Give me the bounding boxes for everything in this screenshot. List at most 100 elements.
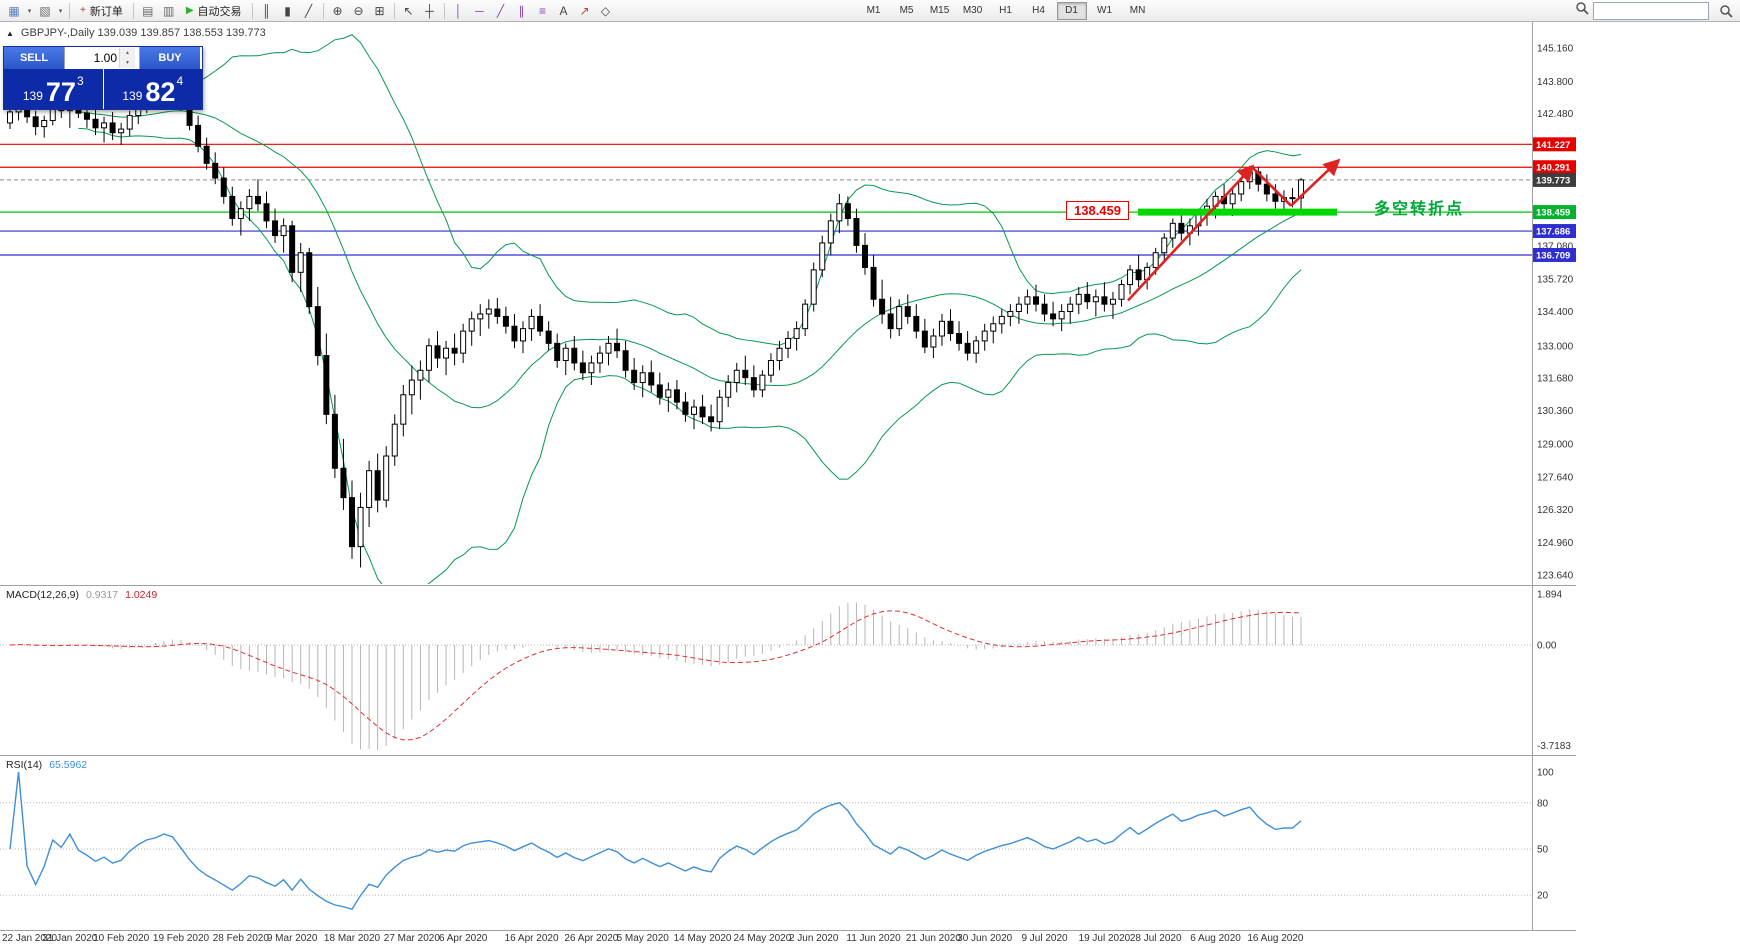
volume-input[interactable] (65, 51, 119, 65)
svg-text:137.080: 137.080 (1537, 241, 1574, 252)
svg-text:6 Apr 2020: 6 Apr 2020 (439, 933, 488, 944)
svg-text:126.320: 126.320 (1537, 505, 1574, 516)
svg-text:28 Feb 2020: 28 Feb 2020 (213, 933, 270, 944)
toolbar: ▦ ▾ ▧ ▾ + 新订单 ▤ ▥ ▶ 自动交易 ║ ▮ ╱ ⊕ ⊖ ⊞ ↖ ┼ │ ─ ╱ ∥ ≡ A ↗ ◇ M1 M5 M15 M3… (0, 0, 1740, 22)
bar-chart-icon[interactable]: ║ (262, 3, 271, 18)
timeframe-m1[interactable]: M1 (866, 5, 881, 16)
svg-text:6 Aug 2020: 6 Aug 2020 (1190, 933, 1241, 944)
trendline-icon[interactable]: ╱ (496, 3, 505, 18)
shapes-icon[interactable]: ◇ (600, 3, 611, 18)
macd-indicator-label: MACD(12,26,9) 0.9317 1.0249 (6, 589, 157, 601)
arrows-tool-icon[interactable]: ↗ (579, 3, 590, 18)
svg-text:2 Jun 2020: 2 Jun 2020 (789, 933, 839, 944)
fibonacci-retracement-icon[interactable]: ≡ (539, 3, 547, 18)
search-input[interactable] (1593, 1, 1709, 20)
cursor-icon[interactable]: ↖ (403, 3, 414, 18)
svg-text:1.894: 1.894 (1537, 589, 1562, 600)
market-watch-icon[interactable]: ▤ (142, 3, 154, 18)
price-axis[interactable]: 145.160 143.800 142.480 137.080 135.720 134.4… (1537, 44, 1574, 582)
zoom-out-icon[interactable]: ⊖ (353, 3, 364, 18)
macd-panel[interactable] (0, 602, 1532, 751)
crosshair-icon[interactable]: ┼ (425, 3, 434, 18)
svg-text:28 Jul 2020: 28 Jul 2020 (1130, 933, 1182, 944)
pivot-annotation-text[interactable]: 多空转折点 (1374, 201, 1465, 218)
new-chart-icon[interactable]: ▦ (8, 3, 20, 18)
svg-text:9 Mar 2020: 9 Mar 2020 (267, 933, 318, 944)
svg-text:9 Jul 2020: 9 Jul 2020 (1021, 933, 1068, 944)
vertical-line-icon[interactable]: │ (454, 3, 463, 18)
zoom-in-icon[interactable]: ⊕ (332, 3, 343, 18)
trend-arrow[interactable] (1251, 166, 1292, 207)
line-chart-icon[interactable]: ╱ (304, 3, 313, 18)
candles-layer (7, 67, 1305, 568)
svg-text:31 Jan 2020: 31 Jan 2020 (42, 933, 97, 944)
svg-text:136.709: 136.709 (1536, 250, 1570, 261)
svg-text:0.00: 0.00 (1537, 641, 1557, 652)
equidistant-channel-icon[interactable]: ∥ (518, 3, 525, 18)
tile-windows-icon[interactable]: ⊞ (374, 3, 385, 18)
svg-text:142.480: 142.480 (1537, 109, 1574, 120)
chart-profiles-icon[interactable]: ▧ (39, 3, 51, 18)
buy-price-big: 82 (145, 77, 176, 108)
svg-text:26 Apr 2020: 26 Apr 2020 (564, 933, 618, 944)
toolbar-separator (69, 2, 70, 19)
sell-price-base: 139 (22, 89, 43, 103)
text-label-icon[interactable]: A (559, 3, 568, 18)
toolbar-separator (322, 2, 324, 19)
buy-button[interactable]: BUY (140, 47, 200, 69)
sell-price-big: 77 (45, 77, 76, 108)
trend-arrow[interactable] (1290, 158, 1341, 207)
timeframe-h1[interactable]: H1 (999, 5, 1012, 16)
svg-text:124.960: 124.960 (1537, 538, 1574, 549)
symbol-ohlc-text: GBPJPY-,Daily 139.039 139.857 138.553 13… (20, 27, 266, 39)
rsi-panel[interactable] (0, 771, 1532, 911)
candlestick-chart-icon[interactable]: ▮ (284, 3, 291, 18)
svg-text:123.640: 123.640 (1537, 571, 1574, 582)
sell-button[interactable]: SELL (4, 47, 64, 69)
svg-text:141.227: 141.227 (1536, 140, 1570, 151)
macd-main-value: 0.9317 (85, 589, 119, 601)
new-order-button-label: 新订单 (89, 5, 123, 18)
main-chart-layer[interactable] (0, 34, 1532, 597)
data-window-icon[interactable]: ▥ (163, 3, 175, 18)
rsi-indicator-label: RSI(14) 65.5962 (6, 759, 87, 771)
timeframe-d1[interactable]: D1 (1056, 1, 1087, 20)
volume-box: ▲ ▼ (64, 47, 140, 69)
svg-text:135.720: 135.720 (1537, 275, 1574, 286)
auto-trading-button[interactable]: ▶ 自动交易 (180, 2, 248, 20)
timeframe-h4[interactable]: H4 (1032, 5, 1045, 16)
sell-price-panel[interactable]: 139 77 3 (4, 69, 103, 109)
svg-text:27 Mar 2020: 27 Mar 2020 (384, 933, 441, 944)
collapse-panel-icon[interactable]: ▲ (6, 28, 14, 38)
toolbar-separator (251, 2, 253, 19)
trend-arrow[interactable] (1127, 164, 1255, 302)
svg-text:140.291: 140.291 (1536, 163, 1571, 174)
auto-trading-button-label: 自动交易 (197, 5, 242, 18)
one-click-trading-panel: SELL ▲ ▼ BUY 139 77 3 139 82 4 (3, 46, 203, 110)
timeframe-m15[interactable]: M15 (929, 5, 950, 16)
new-order-icon: + (80, 5, 86, 16)
timeframe-m5[interactable]: M5 (899, 5, 914, 16)
horizontal-line-icon[interactable]: ─ (475, 3, 484, 18)
dropdown-caret-icon[interactable]: ▾ (27, 7, 32, 15)
svg-text:143.800: 143.800 (1537, 77, 1574, 88)
price-level-callout[interactable]: 138.459 (1066, 201, 1129, 220)
buy-price-panel[interactable]: 139 82 4 (103, 69, 202, 109)
volume-up-button[interactable]: ▲ (120, 48, 135, 58)
volume-down-button[interactable]: ▼ (120, 58, 135, 68)
svg-text:11 Jun 2020: 11 Jun 2020 (846, 933, 901, 944)
search-button[interactable] (1716, 2, 1736, 20)
timeframe-mn[interactable]: MN (1129, 5, 1146, 16)
svg-text:14 May 2020: 14 May 2020 (674, 933, 732, 944)
svg-text:19 Jul 2020: 19 Jul 2020 (1079, 933, 1131, 944)
dropdown-caret-icon[interactable]: ▾ (58, 7, 63, 15)
timeframe-m30[interactable]: M30 (962, 5, 983, 16)
timeframe-w1[interactable]: W1 (1097, 5, 1113, 16)
new-order-button[interactable]: + 新订单 (74, 2, 129, 20)
svg-text:19 Feb 2020: 19 Feb 2020 (153, 933, 210, 944)
svg-text:24 May 2020: 24 May 2020 (733, 933, 791, 944)
svg-text:-3.7183: -3.7183 (1537, 741, 1571, 752)
